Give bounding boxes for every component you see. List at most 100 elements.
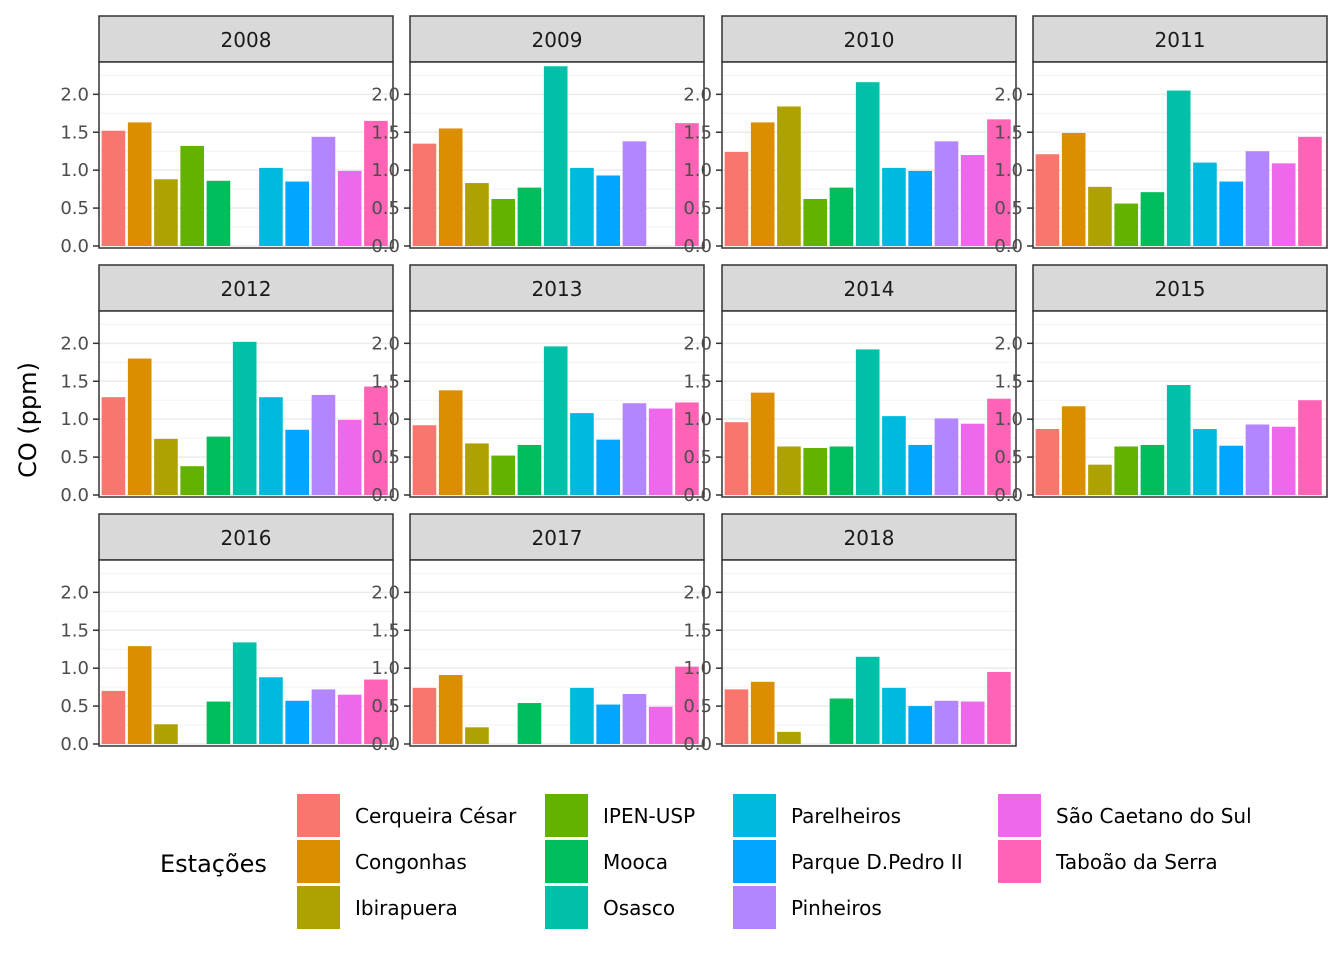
legend-swatch [733,794,776,837]
facet-strip-label: 2009 [532,28,583,52]
bar [934,700,959,744]
y-tick-label: 2.0 [371,84,400,105]
bar [675,402,699,495]
bar [180,466,205,495]
bar [855,349,880,495]
bar [232,642,257,744]
bar [491,455,516,495]
bar [777,106,801,246]
bar [987,398,1011,495]
facet-strip-label: 2015 [1155,277,1206,301]
panel-border [409,61,705,249]
bar [1245,151,1270,246]
facet-strip-label: 2014 [844,277,895,301]
bar [1166,90,1191,246]
y-tick-label: 2.0 [60,333,89,354]
y-tick-label: 1.5 [683,371,712,392]
bar [1245,424,1270,495]
bar [364,679,388,744]
y-tick-label: 2.0 [683,84,712,105]
bar [1140,444,1165,495]
legend-label: Cerqueira César [355,804,517,828]
bar [987,671,1011,744]
bar [259,677,283,744]
facet-strip [1032,15,1328,63]
y-tick-label: 0.0 [683,485,712,506]
bar [934,418,959,495]
y-tick-label: 1.0 [994,409,1023,430]
facet-strip [409,15,705,63]
bar [543,66,568,246]
panel-border [1032,310,1328,498]
bar [934,141,959,246]
facet-strip-label: 2013 [532,277,583,301]
bar [750,122,775,246]
legend-label: Taboão da Serra [1055,850,1218,874]
y-tick-label: 0.5 [371,447,400,468]
panel-border [409,559,705,747]
y-axis-title: CO (ppm) [14,362,42,478]
facet-panel: 2017 0.0 0.5 1.0 1.5 2.0 [371,513,705,755]
bar [855,82,880,246]
legend-item: Parque D.Pedro II [733,840,963,883]
bar [517,444,542,495]
facet-strip-label: 2018 [844,526,895,550]
bar [285,181,310,246]
bar [724,151,749,246]
facet-strip [98,513,394,561]
panel-border [1032,61,1328,249]
bar [803,447,828,495]
y-tick-label: 0.5 [683,198,712,219]
panel-border [409,310,705,498]
y-tick-label: 1.0 [371,160,400,181]
bar [311,394,336,495]
bar [364,386,388,495]
y-tick-label: 1.5 [60,371,89,392]
y-tick-label: 1.0 [683,658,712,679]
legend-swatch [998,840,1041,883]
legend-item: Pinheiros [733,886,882,929]
panel-border [721,61,1017,249]
y-tick-label: 0.0 [60,236,89,257]
bar [1035,429,1060,495]
bar [465,443,489,495]
bar [127,358,152,495]
legend-swatch [733,840,776,883]
panel-border [98,310,394,498]
bar [596,439,621,495]
y-tick-label: 0.0 [371,734,400,755]
legend-item: IPEN-USP [545,794,695,837]
legend-swatch [297,794,340,837]
bar [517,187,542,246]
legend-item: Mooca [545,840,668,883]
legend-item: São Caetano do Sul [998,794,1252,837]
bar [1271,163,1296,246]
facet-strip-label: 2017 [532,526,583,550]
bar [232,341,257,495]
bar [1193,429,1217,495]
legend-label: Parelheiros [791,804,901,828]
y-tick-label: 0.5 [994,447,1023,468]
bar [960,423,985,495]
panel-border [98,61,394,249]
facet-panel: 2014 0.0 0.5 1.0 1.5 2.0 [683,264,1017,506]
bar [101,130,126,246]
facet-strip-label: 2010 [844,28,895,52]
y-tick-label: 0.0 [994,236,1023,257]
bar [259,397,283,495]
bar [570,167,594,246]
bar [285,700,310,744]
facet-strip [721,264,1017,312]
y-tick-label: 0.0 [683,236,712,257]
bar [829,187,854,246]
legend-label: Osasco [603,896,675,920]
bar [675,666,699,744]
bar [803,198,828,246]
facet-strip-label: 2016 [221,526,272,550]
y-tick-label: 0.0 [994,485,1023,506]
bar [1193,162,1217,246]
facet-panel: 2016 0.0 0.5 1.0 1.5 2.0 [60,513,394,755]
legend-swatch [998,794,1041,837]
y-tick-label: 1.5 [683,620,712,641]
legend-swatch [297,886,340,929]
